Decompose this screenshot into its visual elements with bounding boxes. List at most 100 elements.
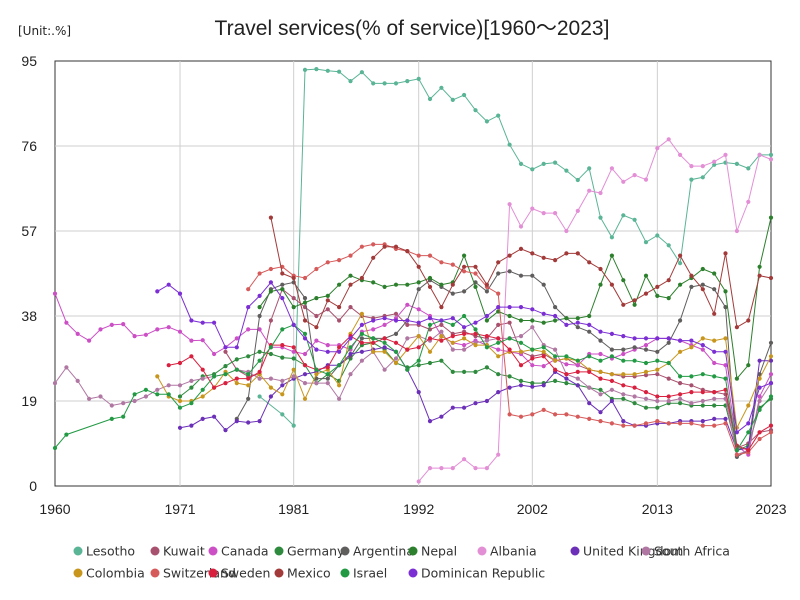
data-point [598, 351, 603, 357]
data-point [598, 329, 603, 334]
data-point [587, 313, 592, 319]
data-point [496, 354, 501, 359]
y-tick-label: 57 [21, 223, 37, 239]
data-point [427, 466, 433, 471]
data-point [257, 293, 262, 298]
data-point [155, 327, 160, 332]
data-point [621, 334, 626, 339]
data-point [609, 421, 615, 426]
data-point [280, 327, 285, 332]
legend-item: Lesotho [73, 544, 135, 559]
data-point [348, 345, 353, 350]
data-point [64, 365, 69, 370]
data-point [598, 215, 603, 220]
data-point [473, 284, 478, 289]
data-point [246, 396, 251, 401]
data-point [382, 345, 387, 350]
data-point [314, 325, 319, 330]
data-point [587, 401, 592, 406]
data-point [553, 412, 558, 417]
data-point [609, 378, 615, 383]
data-point [734, 228, 740, 234]
data-point [359, 322, 364, 327]
data-point [257, 369, 262, 374]
data-point [143, 332, 148, 337]
legend-label: South Africa [654, 544, 730, 559]
data-point [75, 331, 80, 336]
x-tick-label: 2023 [755, 501, 786, 517]
data-point [678, 396, 683, 401]
data-point [518, 414, 524, 419]
data-point [621, 213, 626, 218]
data-point [518, 161, 524, 166]
data-point [246, 354, 251, 359]
data-point [371, 280, 376, 285]
data-point [177, 398, 183, 404]
data-point [337, 396, 342, 401]
data-point [621, 278, 626, 283]
data-point [416, 253, 421, 258]
x-tick-label: 1981 [278, 501, 309, 517]
data-point [564, 316, 569, 321]
data-point [212, 351, 217, 357]
data-point [757, 385, 762, 390]
data-point [427, 253, 433, 258]
data-point [393, 360, 399, 366]
data-point [462, 313, 467, 319]
data-point [200, 376, 205, 381]
data-point [200, 394, 205, 399]
legend-label: Lesotho [86, 544, 135, 559]
data-point [643, 421, 649, 426]
data-point [189, 378, 194, 383]
data-point [507, 313, 512, 319]
data-point [768, 340, 774, 345]
data-point [382, 81, 387, 86]
data-point [768, 354, 774, 359]
data-point [768, 358, 774, 363]
data-point [541, 255, 546, 260]
data-point [541, 161, 546, 166]
data-point [132, 334, 137, 339]
data-point [302, 331, 308, 336]
data-point [609, 398, 615, 404]
data-point [348, 282, 353, 287]
data-point [689, 284, 694, 289]
data-point [314, 372, 319, 377]
data-point [768, 381, 774, 386]
data-point [439, 338, 444, 343]
data-point [450, 316, 455, 321]
data-point [473, 343, 478, 348]
data-point [530, 206, 535, 211]
data-point [177, 425, 183, 430]
series-line [54, 293, 772, 456]
data-point [575, 325, 580, 330]
data-point [234, 419, 239, 424]
data-point [246, 372, 251, 377]
data-point [155, 387, 160, 392]
data-point [587, 166, 592, 171]
data-point [541, 383, 546, 388]
data-point [405, 282, 410, 287]
legend-marker [150, 546, 160, 556]
data-point [246, 420, 251, 425]
data-point [700, 282, 705, 287]
data-point [757, 436, 762, 442]
data-point [553, 347, 558, 352]
data-point [655, 146, 660, 151]
data-point [632, 217, 637, 222]
data-point [609, 372, 615, 377]
data-point [598, 369, 603, 374]
data-point [405, 249, 410, 254]
data-point [643, 273, 649, 278]
data-point [359, 349, 364, 354]
data-point [302, 381, 308, 386]
data-point [564, 362, 569, 367]
data-point [496, 390, 501, 395]
data-point [678, 374, 683, 379]
data-point [553, 160, 558, 165]
x-tick-label: 2013 [642, 501, 673, 517]
data-point [291, 275, 296, 281]
data-point [723, 251, 728, 256]
data-point [643, 405, 649, 410]
data-point [575, 414, 580, 419]
